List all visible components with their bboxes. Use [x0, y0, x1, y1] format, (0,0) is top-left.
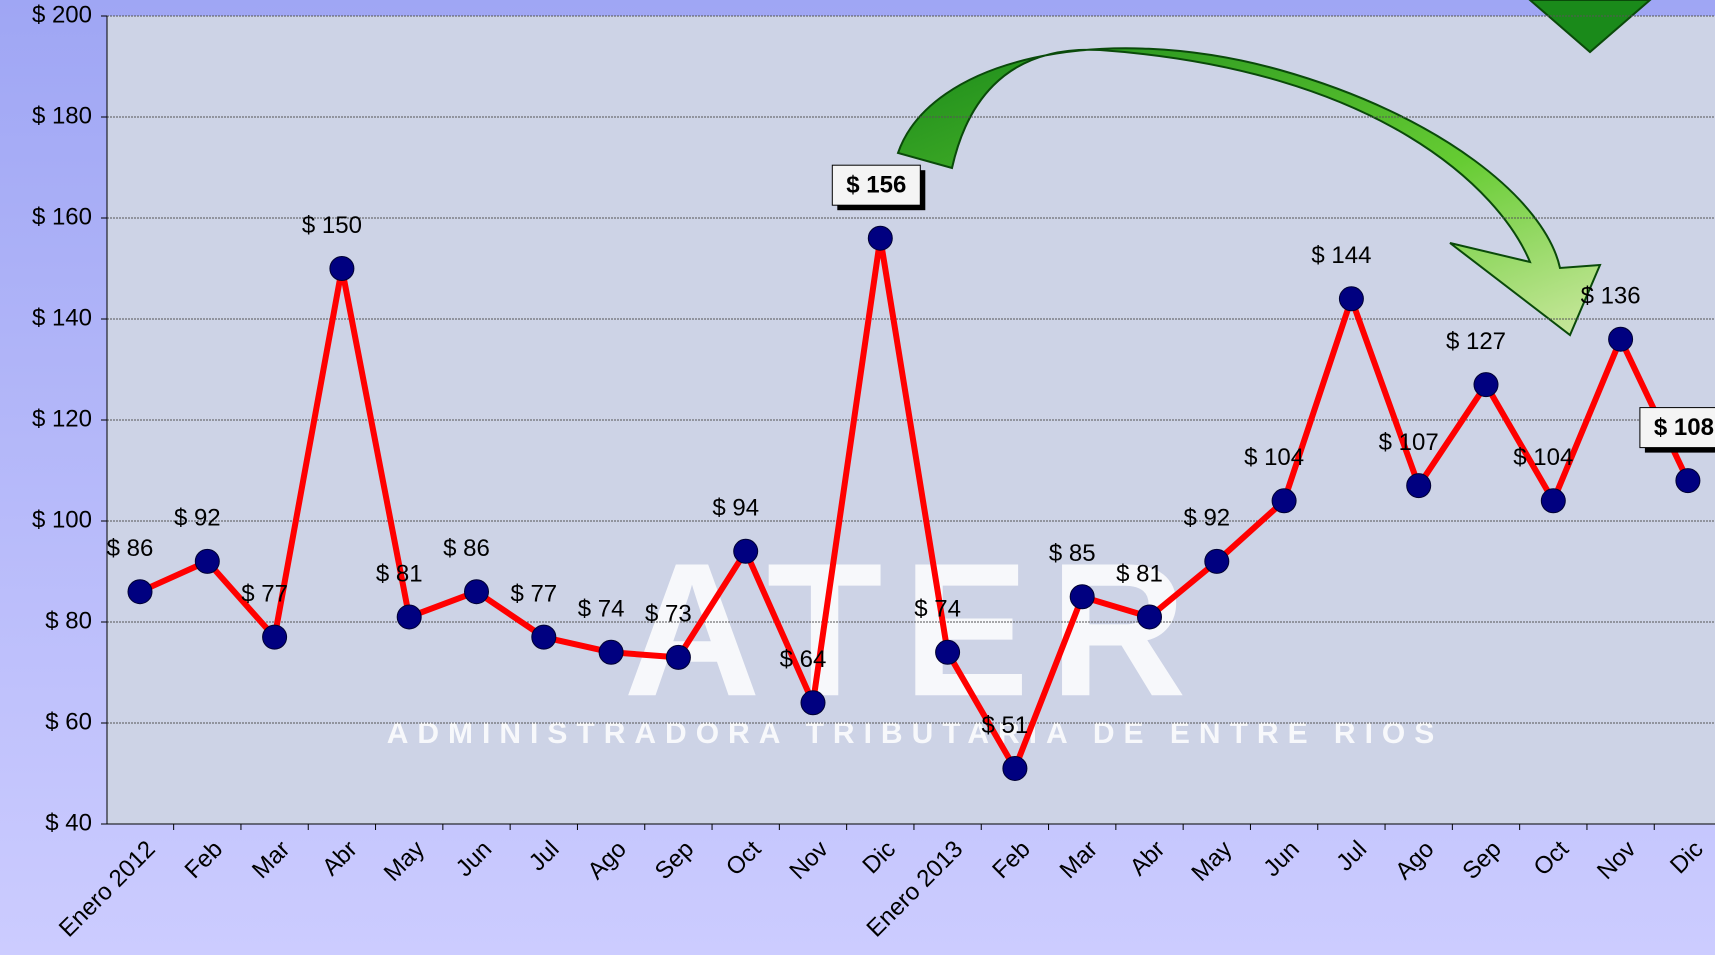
- data-label: $ 150: [302, 212, 362, 239]
- marker: [329, 256, 355, 281]
- data-label: $ 104: [1244, 444, 1304, 471]
- marker: [1608, 326, 1634, 352]
- data-label: $ 156: [846, 172, 906, 199]
- marker: [1338, 286, 1364, 312]
- marker: [194, 548, 220, 574]
- marker: [867, 225, 893, 251]
- marker: [1069, 584, 1095, 610]
- data-label: $ 144: [1311, 242, 1371, 269]
- data-label: $ 51: [982, 712, 1029, 739]
- marker: [1002, 755, 1028, 781]
- data-label: $ 108: [1654, 414, 1714, 441]
- marker: [1406, 473, 1432, 499]
- data-label: $ 81: [1116, 560, 1163, 587]
- data-label: $ 127: [1446, 328, 1506, 355]
- marker: [598, 639, 624, 665]
- watermark-title: ATER: [623, 524, 1206, 736]
- marker: [935, 639, 961, 665]
- data-label: $ 85: [1049, 540, 1096, 567]
- data-label: $ 74: [914, 596, 961, 623]
- marker: [1137, 604, 1162, 630]
- label-box: [831, 164, 921, 206]
- marker: [464, 579, 489, 605]
- arrow: [896, 47, 1602, 337]
- y-tick-label: $ 80: [45, 607, 92, 634]
- marker: [800, 690, 826, 716]
- y-tick-label: $ 100: [32, 506, 92, 533]
- data-label: $ 92: [174, 505, 221, 532]
- marker: [396, 604, 422, 630]
- marker: [531, 624, 557, 650]
- y-tick-label: $ 60: [45, 708, 92, 735]
- data-label: $ 77: [510, 580, 557, 607]
- y-tick-label: $ 200: [32, 1, 92, 28]
- data-label: $ 104: [1513, 444, 1573, 471]
- data-label: $ 81: [376, 560, 423, 587]
- marker: [733, 538, 759, 564]
- y-tick-label: $ 120: [32, 405, 92, 432]
- data-label: $ 94: [712, 495, 759, 522]
- watermark: ATER ADMINISTRADORA TRIBUTARIA DE ENTRE …: [387, 524, 1444, 750]
- marker: [1271, 488, 1297, 514]
- data-label: $ 64: [780, 646, 827, 673]
- marker: [1473, 372, 1499, 398]
- data-label: $ 136: [1581, 283, 1641, 310]
- y-tick-label: $ 140: [32, 304, 92, 331]
- y-tick-label: $ 40: [45, 809, 92, 836]
- data-label: $ 107: [1379, 429, 1439, 456]
- line: [138, 235, 1691, 772]
- watermark-subtitle: ADMINISTRADORA TRIBUTARIA DE ENTRE RIOS: [387, 717, 1444, 750]
- marker: [1675, 468, 1701, 494]
- marker: [1540, 488, 1566, 514]
- data-label: $ 74: [578, 596, 625, 623]
- y-tick-label: $ 160: [32, 203, 92, 230]
- arrow-tip: [1528, 0, 1652, 54]
- data-label: $ 77: [241, 580, 288, 607]
- marker: [665, 644, 691, 670]
- y-tick-label: $ 180: [32, 102, 92, 129]
- data-label: $ 73: [645, 601, 692, 628]
- data-label: $ 86: [107, 535, 154, 562]
- marker: [1204, 548, 1230, 574]
- data-label: $ 86: [443, 535, 490, 562]
- label-box: [1639, 407, 1715, 449]
- data-label: $ 92: [1183, 505, 1230, 532]
- marker: [262, 624, 288, 650]
- marker: [127, 579, 153, 605]
